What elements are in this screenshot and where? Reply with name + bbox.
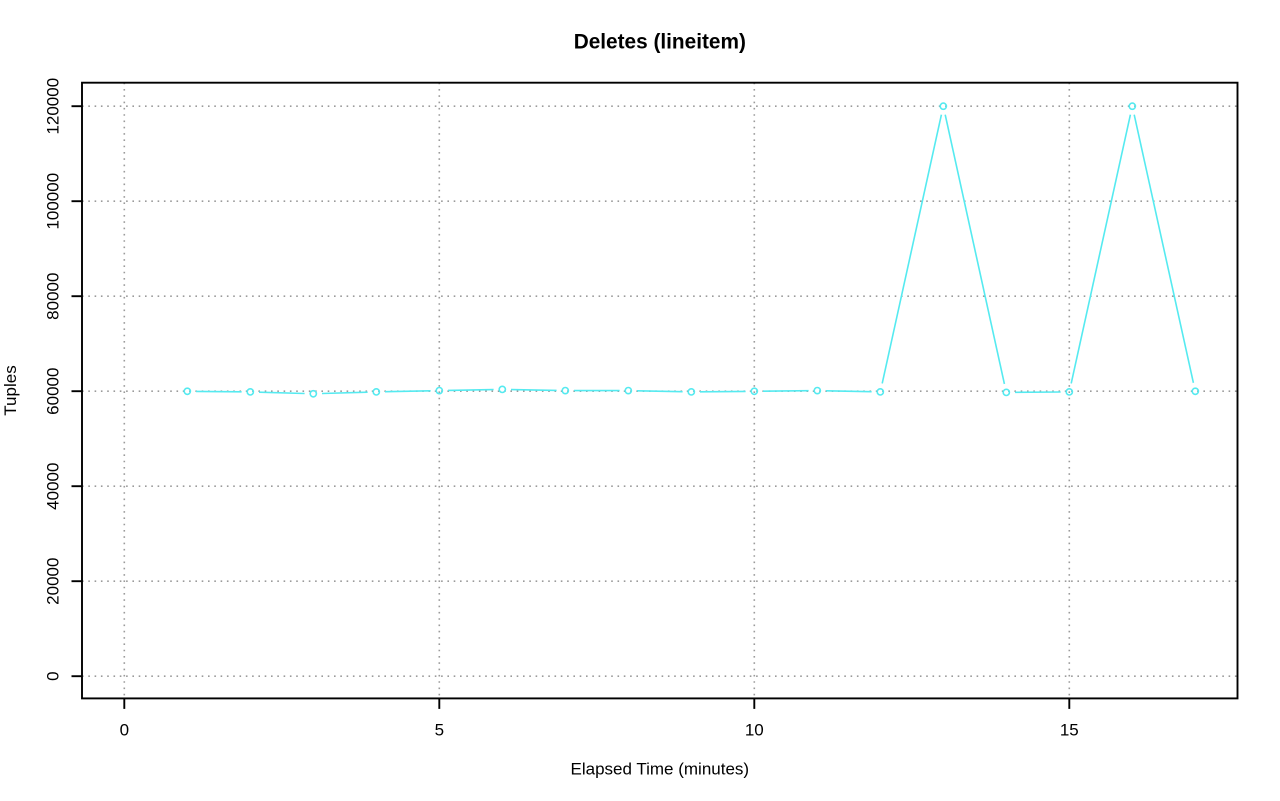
svg-text:10: 10 (745, 721, 764, 740)
svg-text:5: 5 (435, 721, 444, 740)
svg-text:Deletes (lineitem): Deletes (lineitem) (574, 30, 746, 53)
svg-text:40000: 40000 (44, 463, 63, 510)
svg-text:120000: 120000 (44, 78, 63, 135)
svg-text:15: 15 (1060, 721, 1079, 740)
svg-text:80000: 80000 (44, 273, 63, 320)
svg-text:Tuples: Tuples (1, 365, 20, 415)
svg-text:100000: 100000 (44, 173, 63, 230)
svg-text:20000: 20000 (44, 558, 63, 605)
svg-text:0: 0 (44, 671, 63, 680)
svg-text:60000: 60000 (44, 368, 63, 415)
svg-text:Elapsed Time (minutes): Elapsed Time (minutes) (571, 760, 750, 779)
svg-text:0: 0 (120, 721, 129, 740)
